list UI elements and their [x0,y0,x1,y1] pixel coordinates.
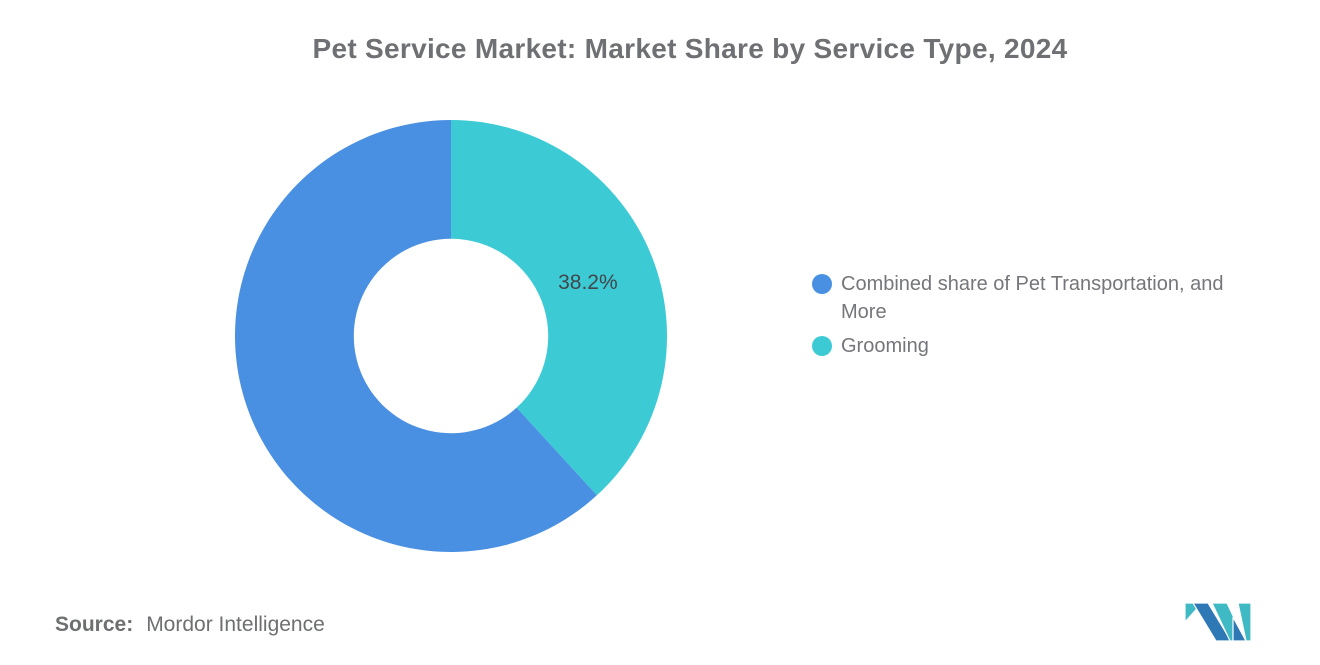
legend-item[interactable]: Grooming [812,332,1292,360]
source-label: Source: [55,613,134,636]
legend-item-label: Grooming [841,335,929,357]
mordor-intelligence-logo [1185,603,1252,641]
logo-shape [1237,603,1252,641]
source-line: Source: Mordor Intelligence [55,613,325,637]
donut-slice-combined-share-of-pet-transportation-and-more[interactable] [235,120,597,552]
legend-item-label: Combined share of Pet Transportation, an… [841,273,1224,323]
logo-shape [1232,616,1247,641]
donut-chart: 38.2% [235,120,667,552]
source-value: Mordor Intelligence [146,613,325,636]
chart-legend: Combined share of Pet Transportation, an… [812,270,1292,360]
chart-title: Pet Service Market: Market Share by Serv… [312,33,1068,64]
donut-slice-grooming[interactable] [451,120,667,496]
legend-item[interactable]: Combined share of Pet Transportation, an… [812,270,1292,326]
slice-data-label: 38.2% [558,270,618,294]
legend-marker-icon [812,336,832,356]
legend-marker-icon [812,274,832,294]
donut-chart-svg [235,120,667,552]
logo-shape [1192,603,1232,641]
